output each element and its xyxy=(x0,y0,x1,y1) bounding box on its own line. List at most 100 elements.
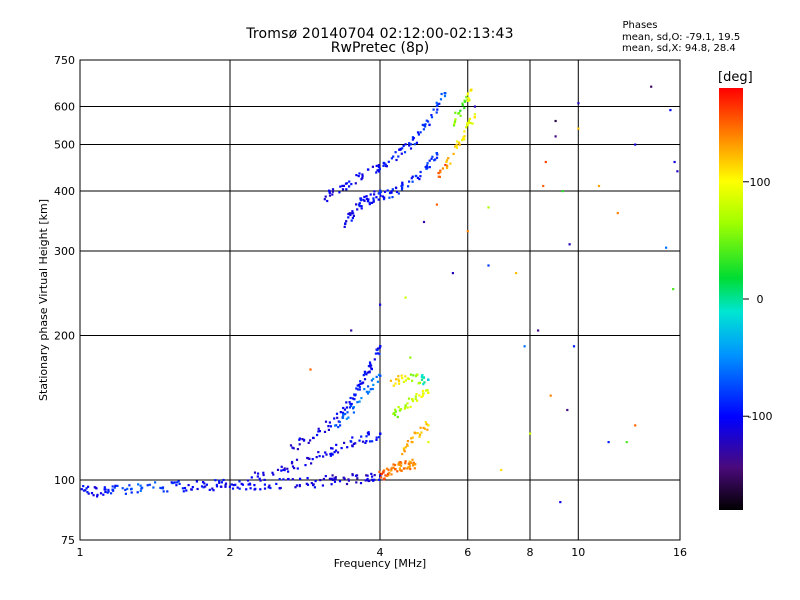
y-tick-label: 75 xyxy=(61,534,75,547)
data-point xyxy=(669,109,672,112)
data-point xyxy=(391,188,394,191)
data-point xyxy=(367,198,370,201)
data-point xyxy=(263,487,267,490)
data-point xyxy=(409,461,413,464)
data-point xyxy=(345,220,348,223)
data-point xyxy=(394,410,397,413)
data-point xyxy=(423,381,426,384)
data-point xyxy=(607,441,610,444)
data-point xyxy=(418,435,421,438)
data-point xyxy=(367,385,370,388)
data-point xyxy=(368,361,372,364)
data-point xyxy=(375,436,378,439)
data-point xyxy=(447,157,450,160)
data-point xyxy=(360,207,363,210)
data-point xyxy=(224,482,228,485)
data-point xyxy=(248,482,251,485)
data-point xyxy=(413,467,416,470)
data-point xyxy=(419,433,422,436)
data-point xyxy=(328,194,332,197)
data-point xyxy=(327,425,330,428)
data-point xyxy=(371,475,374,478)
data-point xyxy=(392,466,395,469)
data-point xyxy=(577,102,580,105)
data-point xyxy=(411,398,414,401)
data-point xyxy=(408,465,411,468)
data-point xyxy=(417,133,420,136)
data-point xyxy=(111,488,115,492)
data-point xyxy=(365,435,368,438)
data-point xyxy=(457,141,461,144)
data-point xyxy=(394,414,397,417)
data-point xyxy=(421,394,424,397)
data-point xyxy=(375,438,378,441)
data-point xyxy=(262,471,265,474)
data-point xyxy=(365,474,368,477)
data-point xyxy=(568,243,571,246)
data-point xyxy=(202,481,205,484)
data-point xyxy=(250,476,253,479)
data-point xyxy=(295,458,299,461)
data-point xyxy=(334,449,338,452)
data-point xyxy=(103,488,106,491)
data-point xyxy=(408,180,411,183)
data-point xyxy=(400,374,403,377)
data-point xyxy=(351,210,354,213)
data-point xyxy=(328,190,331,193)
data-point xyxy=(397,378,400,381)
data-point xyxy=(211,487,214,490)
data-point xyxy=(469,121,472,125)
data-point xyxy=(452,124,456,127)
data-point xyxy=(396,415,399,419)
data-point xyxy=(152,486,155,489)
data-point xyxy=(389,379,392,382)
data-point xyxy=(363,370,366,373)
data-point xyxy=(93,486,96,489)
data-point xyxy=(401,186,404,189)
data-point xyxy=(403,448,406,451)
data-point xyxy=(348,401,351,404)
data-point xyxy=(411,399,415,403)
data-point xyxy=(359,197,363,200)
data-point xyxy=(456,140,459,143)
data-point xyxy=(431,155,434,158)
data-point xyxy=(404,375,407,378)
data-point xyxy=(414,395,417,398)
data-point xyxy=(371,478,374,481)
data-point xyxy=(258,477,261,480)
data-point xyxy=(291,446,294,449)
data-point xyxy=(421,392,425,395)
data-point xyxy=(232,484,235,487)
data-point xyxy=(404,446,407,449)
data-point xyxy=(404,460,407,463)
data-point xyxy=(344,222,347,225)
data-point xyxy=(368,390,371,393)
data-point xyxy=(354,182,357,185)
data-point xyxy=(344,412,347,416)
data-point xyxy=(87,485,90,488)
data-point xyxy=(559,501,562,504)
data-point xyxy=(397,375,400,378)
data-point xyxy=(290,462,294,465)
data-point xyxy=(128,484,131,487)
data-point xyxy=(379,432,382,435)
data-point xyxy=(390,190,393,193)
data-point xyxy=(306,477,309,480)
data-point xyxy=(419,170,422,174)
data-point xyxy=(449,162,452,165)
data-point xyxy=(382,471,385,474)
data-point xyxy=(321,484,324,487)
data-point xyxy=(394,468,397,471)
data-point xyxy=(191,486,194,489)
data-point xyxy=(445,159,449,162)
data-point xyxy=(345,401,348,404)
data-point xyxy=(473,105,476,108)
data-point xyxy=(432,108,435,111)
data-point xyxy=(224,484,227,487)
data-point xyxy=(341,416,345,419)
data-point xyxy=(395,158,398,162)
data-point xyxy=(372,199,375,202)
data-point xyxy=(400,152,403,155)
data-point xyxy=(361,175,364,178)
data-point xyxy=(376,380,379,383)
